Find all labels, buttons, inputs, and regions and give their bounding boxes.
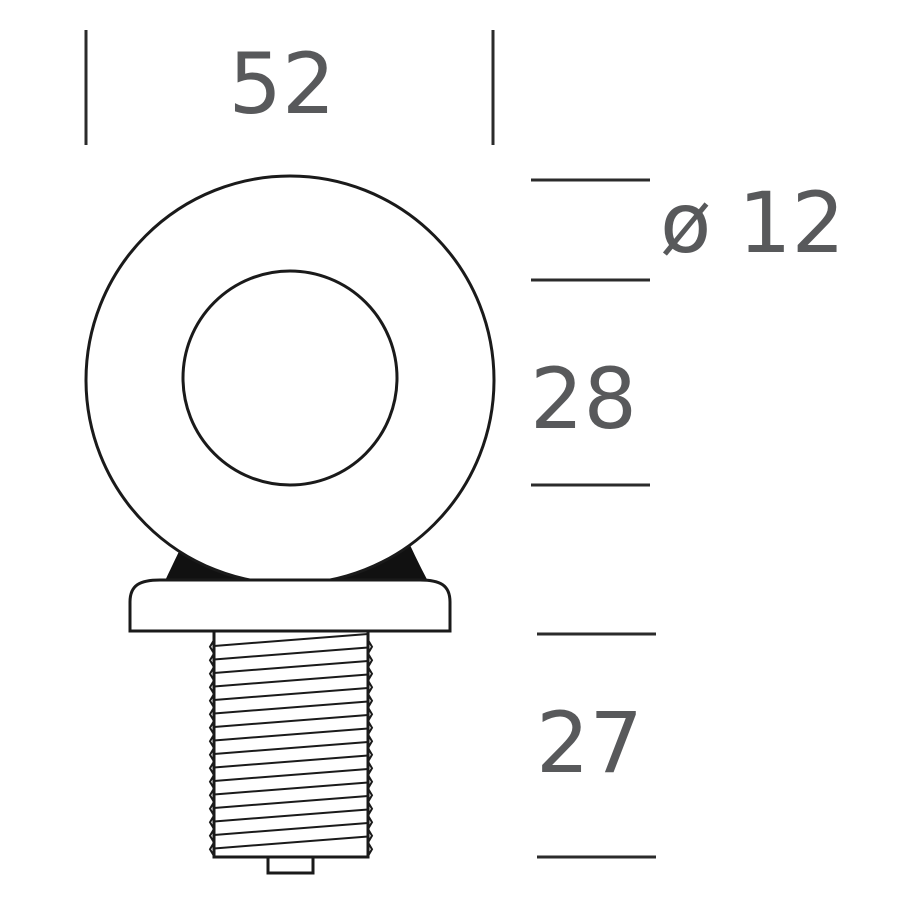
thread-serration bbox=[208, 652, 215, 668]
thread-line bbox=[213, 808, 369, 823]
thread-serration bbox=[367, 720, 374, 736]
thread-line bbox=[213, 741, 369, 755]
thread-serration bbox=[367, 787, 374, 803]
thread-line bbox=[213, 835, 369, 850]
thread-line bbox=[213, 633, 369, 647]
shank-tip bbox=[266, 855, 315, 875]
diameter-dimension: ø 12 bbox=[531, 174, 845, 282]
thread-serration bbox=[367, 733, 374, 749]
thread-serration bbox=[208, 760, 215, 776]
thread-length-label: 27 bbox=[536, 694, 643, 792]
thread-serration bbox=[367, 747, 374, 763]
thread-line bbox=[213, 687, 369, 701]
thread-line bbox=[213, 660, 369, 674]
thread-serration bbox=[208, 828, 215, 844]
thread-line bbox=[213, 727, 369, 742]
thread-serration bbox=[208, 733, 215, 749]
eye-height-label: 28 bbox=[530, 350, 637, 448]
thread-serration bbox=[367, 706, 374, 722]
thread-line bbox=[213, 768, 369, 782]
thread-serration bbox=[208, 666, 215, 682]
thread-serration bbox=[367, 801, 374, 817]
thread-serration bbox=[367, 679, 374, 695]
thread-serration bbox=[367, 652, 374, 668]
thread-length-dimension: 27 bbox=[536, 632, 656, 859]
thread-line bbox=[213, 781, 369, 796]
width-dimension: 52 bbox=[84, 30, 495, 145]
thread-serration bbox=[367, 639, 374, 655]
thread-line bbox=[213, 822, 369, 836]
eye-height-dimension: 28 bbox=[530, 350, 650, 487]
thread-serration bbox=[367, 841, 374, 857]
eye-ring bbox=[84, 174, 496, 586]
diameter-label: ø 12 bbox=[660, 174, 845, 272]
thread-line bbox=[213, 714, 369, 728]
thread-line bbox=[213, 795, 369, 809]
thread-serration bbox=[367, 666, 374, 682]
thread-line bbox=[213, 754, 369, 769]
thread-line bbox=[213, 673, 369, 688]
thread-serration bbox=[367, 693, 374, 709]
thread-serration bbox=[208, 841, 215, 857]
threaded-shank bbox=[208, 629, 374, 859]
thread-serration bbox=[208, 814, 215, 830]
thread-serration bbox=[367, 814, 374, 830]
thread-serration bbox=[208, 720, 215, 736]
thread-serration bbox=[208, 774, 215, 790]
thread-serration bbox=[367, 760, 374, 776]
thread-serration bbox=[367, 828, 374, 844]
inner-hole bbox=[181, 269, 399, 487]
thread-serration bbox=[208, 801, 215, 817]
thread-serration bbox=[208, 693, 215, 709]
thread-serration bbox=[208, 639, 215, 655]
thread-line bbox=[213, 700, 369, 715]
thread-serration bbox=[208, 787, 215, 803]
thread-serration bbox=[367, 774, 374, 790]
thread-serration bbox=[208, 706, 215, 722]
collar-flange bbox=[128, 578, 452, 633]
thread-line bbox=[213, 646, 369, 661]
thread-serration bbox=[208, 679, 215, 695]
width-label: 52 bbox=[229, 35, 336, 133]
thread-serration bbox=[208, 747, 215, 763]
